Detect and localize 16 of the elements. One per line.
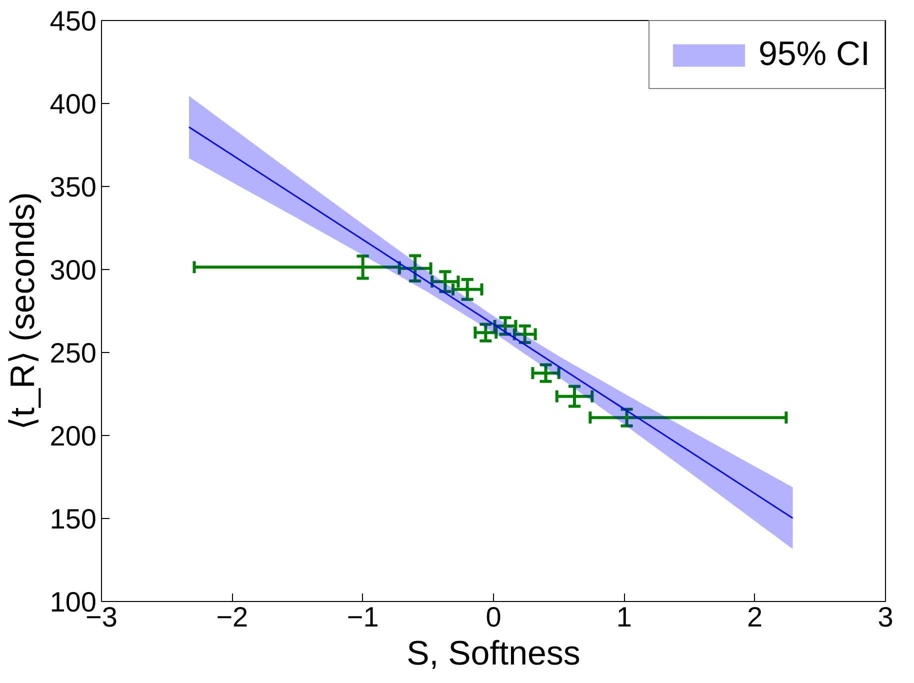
x-tick-label: −1 bbox=[346, 602, 379, 632]
y-tick-label: 350 bbox=[50, 172, 96, 202]
legend-label: 95% CI bbox=[758, 35, 870, 74]
y-axis-title: ⟨t_R⟩ (seconds) bbox=[4, 192, 42, 430]
x-tick-label: −2 bbox=[216, 602, 248, 632]
y-tick-label: 200 bbox=[50, 420, 96, 452]
x-tick-label: 2 bbox=[747, 602, 763, 632]
y-tick-label: 450 bbox=[50, 6, 96, 36]
y-tick-label: 300 bbox=[50, 254, 96, 286]
x-tick-label: 3 bbox=[878, 602, 894, 632]
x-axis-title: S, Softness bbox=[406, 634, 580, 672]
y-tick-label: 150 bbox=[50, 504, 96, 534]
x-tick-label: 0 bbox=[486, 602, 502, 632]
y-tick-label: 400 bbox=[50, 88, 96, 120]
x-tick-label: 1 bbox=[616, 602, 632, 632]
y-tick-label: 250 bbox=[50, 338, 96, 368]
